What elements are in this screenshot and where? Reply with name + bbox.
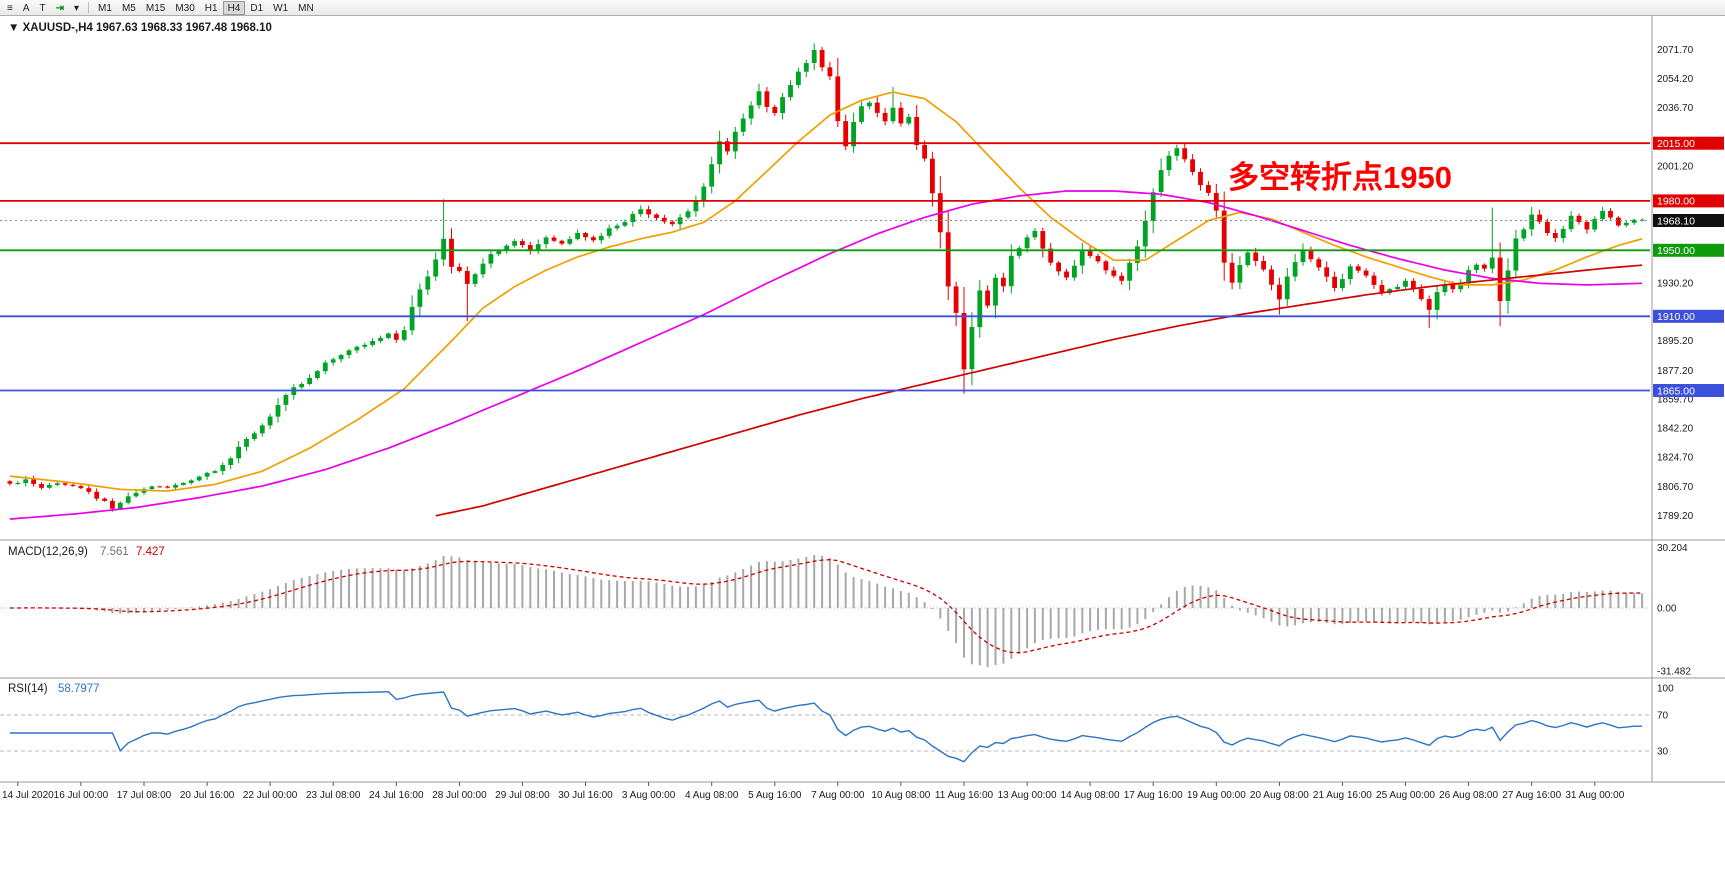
time-label: 26 Aug 08:00 bbox=[1439, 790, 1498, 801]
time-label: 24 Jul 16:00 bbox=[369, 790, 424, 801]
time-label: 28 Jul 00:00 bbox=[432, 790, 487, 801]
time-label: 25 Aug 00:00 bbox=[1376, 790, 1435, 801]
time-label: 16 Jul 00:00 bbox=[54, 790, 109, 801]
time-label: 13 Aug 00:00 bbox=[998, 790, 1057, 801]
timeframe-button-m15[interactable]: M15 bbox=[145, 2, 166, 14]
toolbar-separator bbox=[88, 2, 90, 13]
price-tick-label: 1824.70 bbox=[1657, 452, 1694, 463]
price-tag-label: 1968.10 bbox=[1657, 215, 1695, 227]
timeframe-button-w1[interactable]: W1 bbox=[273, 2, 289, 14]
timeframe-button-m5[interactable]: M5 bbox=[121, 2, 136, 14]
price-tick-label: 1877.20 bbox=[1657, 366, 1694, 377]
macd-value-signal: 7.427 bbox=[136, 546, 165, 558]
macd-label: MACD(12,26,9) bbox=[8, 546, 88, 558]
time-label: 5 Aug 16:00 bbox=[748, 790, 802, 801]
annotation-text[interactable]: 多空转折点1950 bbox=[1228, 160, 1452, 195]
price-tag-label: 2015.00 bbox=[1657, 138, 1695, 150]
timeframe-buttons: M1 M5 M15 M30 H1 H4 D1 W1 MN bbox=[93, 0, 319, 15]
time-label: 20 Aug 08:00 bbox=[1250, 790, 1309, 801]
time-label: 3 Aug 00:00 bbox=[622, 790, 676, 801]
time-label: 7 Aug 00:00 bbox=[811, 790, 865, 801]
timeframe-button-mn[interactable]: MN bbox=[298, 2, 314, 14]
price-tick-label: 1842.20 bbox=[1657, 424, 1694, 435]
price-tick-label: 2071.70 bbox=[1657, 45, 1694, 56]
price-tick-label: 2036.70 bbox=[1657, 103, 1694, 114]
rsi-value: 58.7977 bbox=[58, 683, 100, 695]
price-tag bbox=[1653, 384, 1724, 397]
price-tick-label: 1806.70 bbox=[1657, 482, 1694, 493]
rsi-label: RSI(14) bbox=[8, 683, 48, 695]
price-tick-label: 1930.20 bbox=[1657, 279, 1694, 290]
price-tag bbox=[1653, 194, 1724, 208]
macd-tick-label: 30.204 bbox=[1657, 543, 1688, 554]
time-label: 4 Aug 08:00 bbox=[685, 790, 739, 801]
price-tag-label: 1865.00 bbox=[1657, 385, 1695, 397]
templates-button[interactable]: T bbox=[39, 2, 46, 14]
macd-tick-label: 0.00 bbox=[1657, 604, 1677, 615]
time-label: 22 Jul 00:00 bbox=[243, 790, 298, 801]
macd-value-main: 7.561 bbox=[100, 546, 129, 558]
timeframe-button-h4[interactable]: H4 bbox=[222, 0, 246, 15]
chart-canvas[interactable]: 2071.70 2054.20 2036.70 2001.20 1930.20 1895.… bbox=[0, 16, 1725, 886]
price-tag bbox=[1653, 309, 1724, 323]
price-tag bbox=[1653, 214, 1724, 227]
macd-tick-label: -31.482 bbox=[1657, 667, 1691, 678]
auto-scroll-button[interactable]: ⇥ bbox=[55, 2, 65, 14]
time-label: 14 Jul 2020 bbox=[2, 790, 54, 801]
price-tick-label: 1789.20 bbox=[1657, 511, 1694, 522]
candles bbox=[7, 43, 1645, 512]
price-tag-label: 1950.00 bbox=[1657, 245, 1695, 257]
chart-shift-dropdown-button[interactable]: ▾ bbox=[74, 2, 80, 14]
timeframe-button-h1[interactable]: H1 bbox=[204, 2, 218, 14]
ma-line-fast bbox=[9, 91, 1643, 492]
rsi-line bbox=[9, 690, 1643, 763]
rsi-tick-label: 100 bbox=[1657, 684, 1674, 695]
price-tag-label: 1910.00 bbox=[1657, 311, 1695, 323]
timeframe-button-m1[interactable]: M1 bbox=[98, 2, 112, 14]
price-tag bbox=[1653, 243, 1724, 257]
ma-line-slow bbox=[435, 264, 1643, 517]
time-label: 21 Aug 16:00 bbox=[1313, 790, 1372, 801]
time-label: 10 Aug 08:00 bbox=[871, 790, 930, 801]
time-label: 20 Jul 16:00 bbox=[180, 790, 235, 801]
time-label: 27 Aug 16:00 bbox=[1502, 790, 1561, 801]
toolbar: ≡ A T ⇥ ▾ M1 M5 M15 M30 H1 H4 D1 W1 MN bbox=[0, 0, 1725, 16]
macd-signal-line bbox=[9, 559, 1643, 654]
time-label: 14 Aug 08:00 bbox=[1061, 790, 1120, 801]
price-tick-label: 1895.20 bbox=[1657, 336, 1694, 347]
time-label: 19 Aug 00:00 bbox=[1187, 790, 1246, 801]
time-label: 17 Aug 16:00 bbox=[1124, 790, 1183, 801]
price-tick-label: 1859.70 bbox=[1657, 395, 1694, 406]
rsi-tick-label: 70 bbox=[1657, 711, 1669, 722]
time-label: 17 Jul 08:00 bbox=[117, 790, 172, 801]
time-label: 31 Aug 00:00 bbox=[1565, 790, 1624, 801]
time-label: 23 Jul 08:00 bbox=[306, 790, 361, 801]
charts-grid-button[interactable]: ≡ bbox=[7, 2, 13, 14]
toolbar-left-buttons: ≡ A T ⇥ ▾ bbox=[2, 1, 84, 15]
time-label: 11 Aug 16:00 bbox=[935, 790, 994, 801]
timeframe-button-d1[interactable]: D1 bbox=[250, 2, 264, 14]
ma-line-mid bbox=[9, 190, 1643, 520]
rsi-tick-label: 30 bbox=[1657, 747, 1669, 758]
price-tag bbox=[1653, 136, 1724, 150]
annotations-button[interactable]: A bbox=[22, 2, 30, 14]
price-tick-label: 2054.20 bbox=[1657, 74, 1694, 85]
chart-title: ▼ XAUUSD-,H4 1967.63 1968.33 1967.48 196… bbox=[8, 22, 272, 34]
price-tag-label: 1980.00 bbox=[1657, 196, 1695, 208]
timeframe-button-m30[interactable]: M30 bbox=[175, 2, 195, 14]
macd-histogram bbox=[16, 555, 1644, 668]
time-label: 30 Jul 16:00 bbox=[558, 790, 613, 801]
time-label: 29 Jul 08:00 bbox=[495, 790, 550, 801]
price-tick-label: 2001.20 bbox=[1657, 161, 1694, 172]
